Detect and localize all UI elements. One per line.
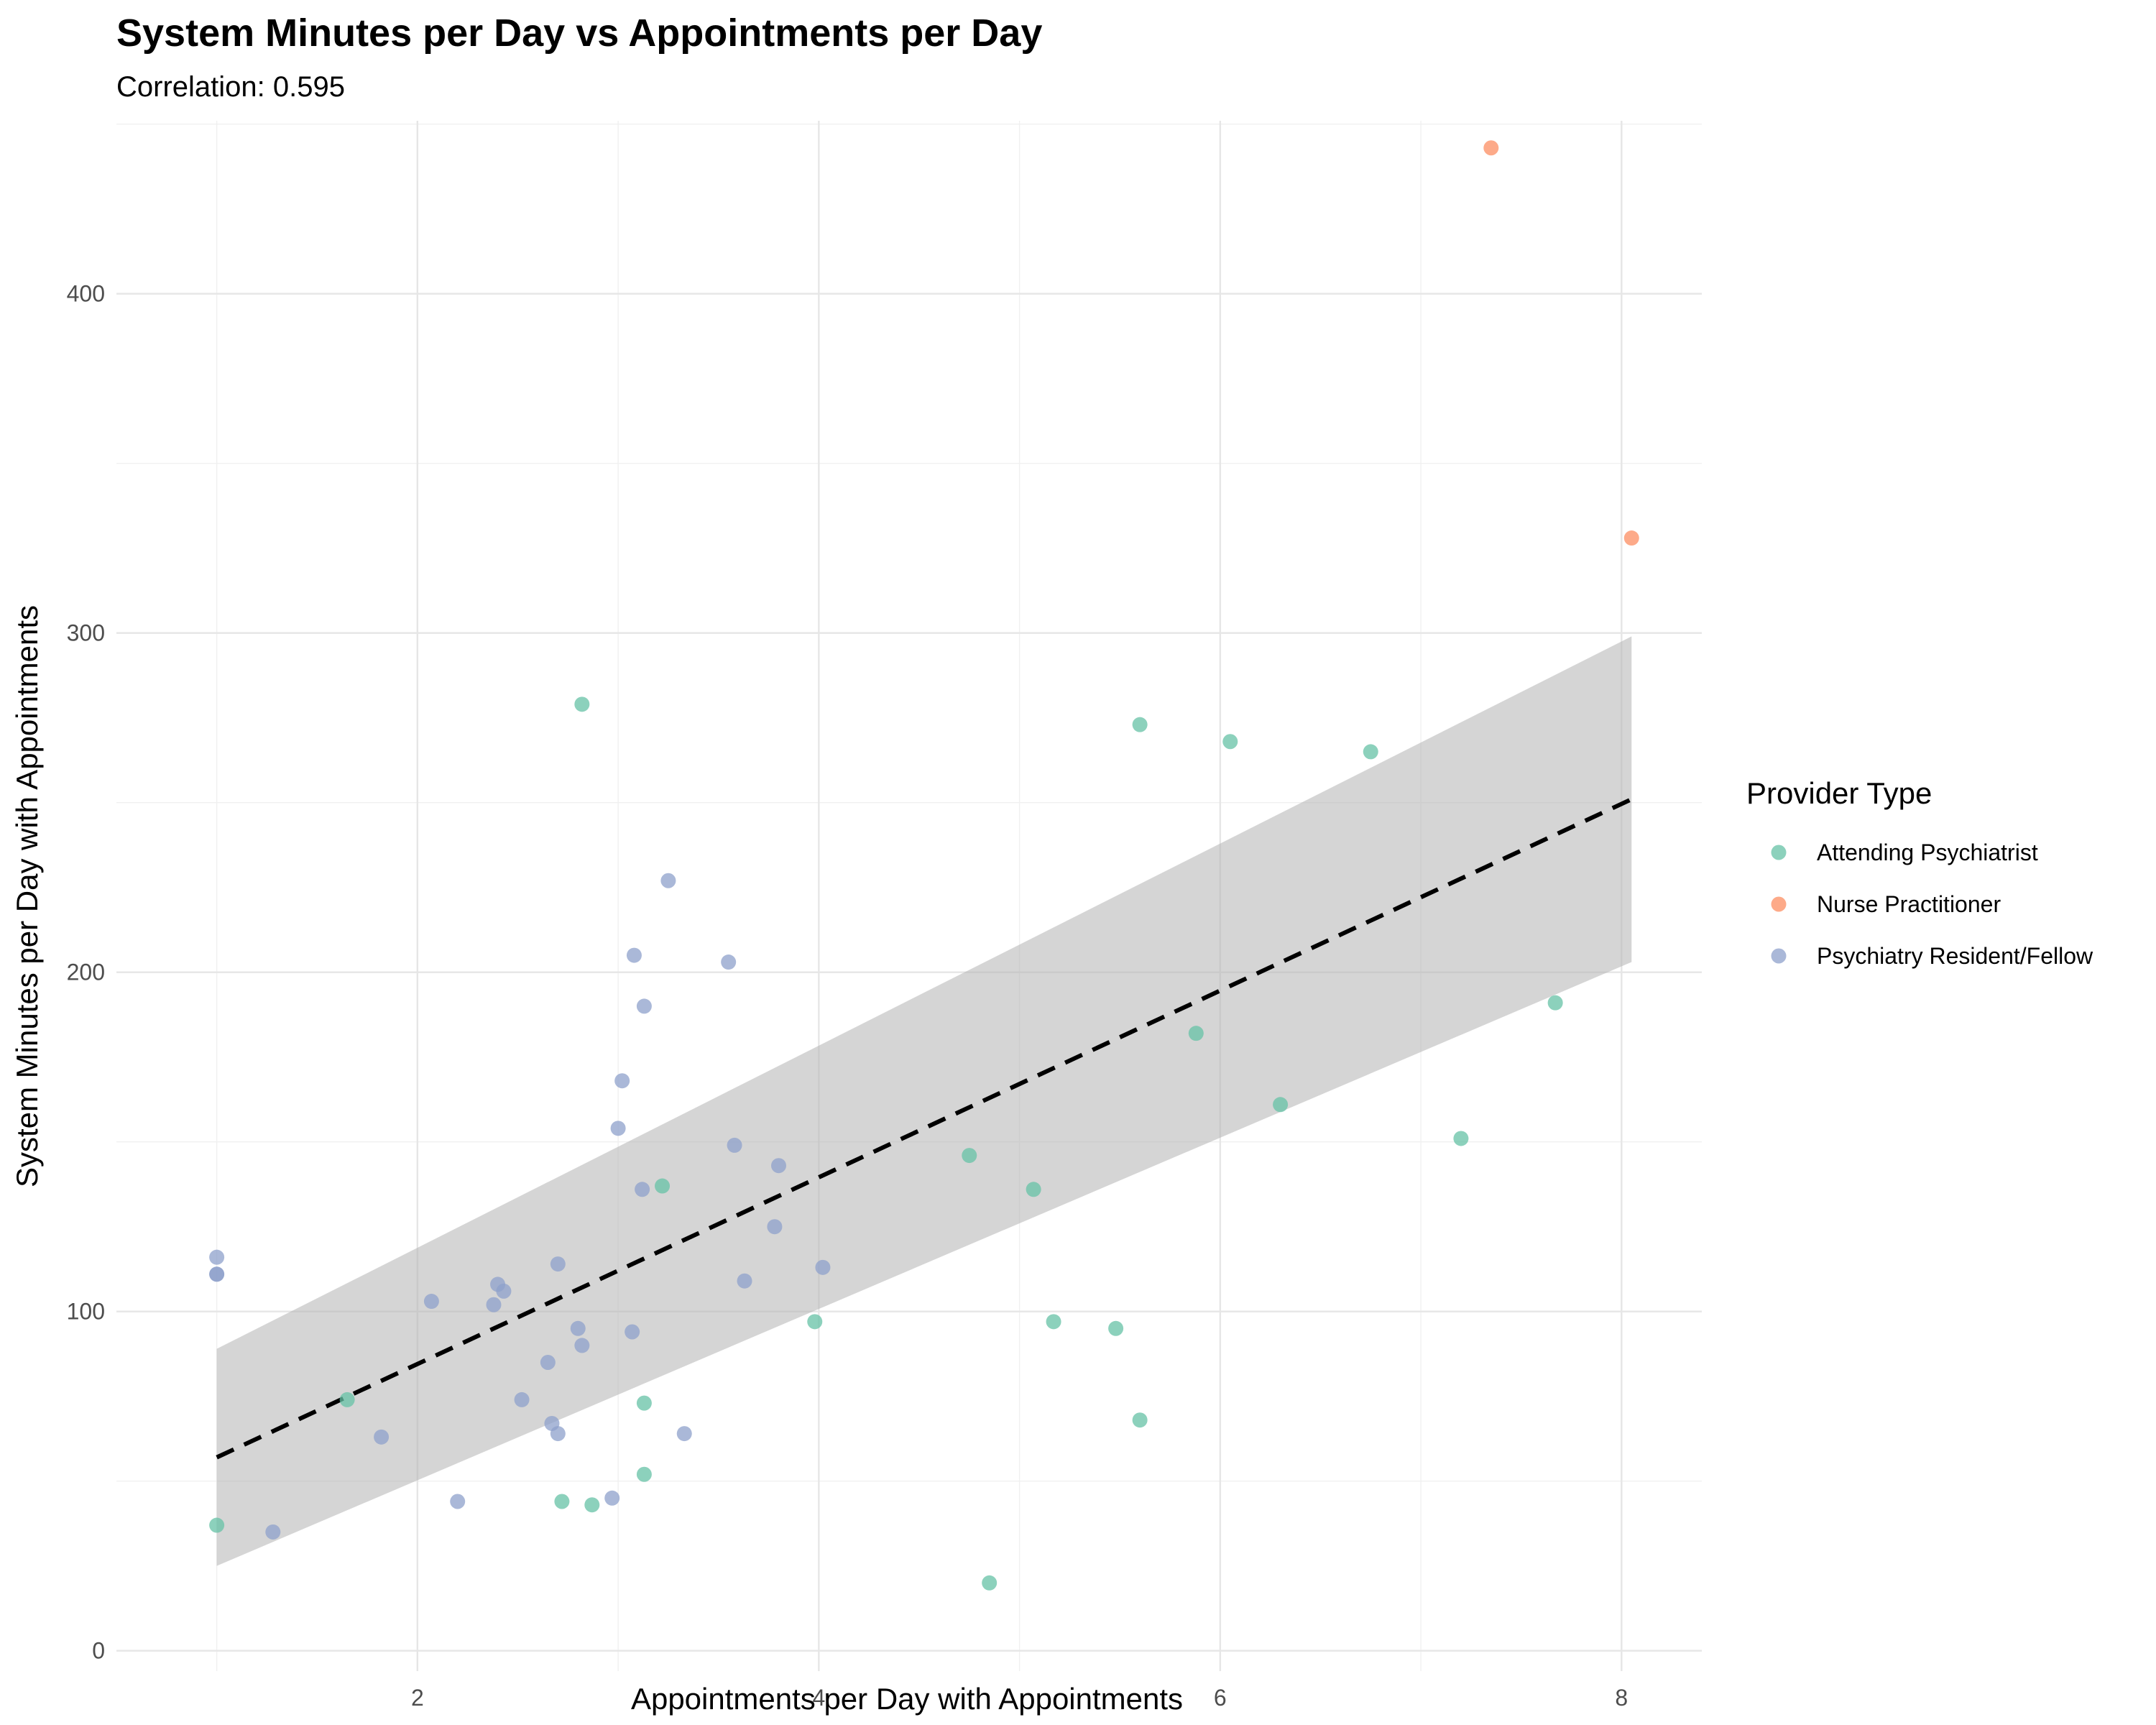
data-point-psychiatry-resident-fellow [767,1219,783,1235]
data-point-psychiatry-resident-fellow [265,1524,281,1540]
y-tick-label: 300 [67,620,105,646]
data-point-psychiatry-resident-fellow [570,1320,586,1336]
legend-label: Nurse Practitioner [1817,891,2001,917]
data-point-psychiatry-resident-fellow [550,1426,566,1442]
x-tick-label: 6 [1214,1685,1227,1711]
data-point-psychiatry-resident-fellow [737,1273,752,1289]
data-point-psychiatry-resident-fellow [450,1494,466,1509]
x-tick-label: 4 [812,1685,825,1711]
data-point-psychiatry-resident-fellow [209,1249,225,1265]
data-point-attending-psychiatrist [584,1497,600,1513]
legend-key [1771,845,1787,860]
data-point-attending-psychiatrist [1188,1026,1204,1041]
legend-title: Provider Type [1746,776,1932,810]
data-point-psychiatry-resident-fellow [610,1121,626,1136]
data-point-attending-psychiatrist [554,1494,570,1509]
data-point-attending-psychiatrist [339,1392,355,1407]
data-point-attending-psychiatrist [1222,734,1238,750]
data-point-psychiatry-resident-fellow [550,1256,566,1272]
y-axis-ticks: 0 100 200 300 400 [67,281,105,1664]
x-axis-title: Appointments per Day with Appointments [631,1682,1183,1716]
trend-line-layer [216,797,1633,1460]
data-point-psychiatry-resident-fellow [496,1283,512,1299]
data-point-attending-psychiatrist [636,1466,652,1482]
data-point-attending-psychiatrist [1363,744,1378,760]
data-point-attending-psychiatrist [574,696,590,712]
data-point-psychiatry-resident-fellow [770,1158,786,1174]
data-point-attending-psychiatrist [1273,1097,1289,1113]
data-point-psychiatry-resident-fellow [676,1426,692,1442]
y-tick-label: 200 [67,960,105,985]
data-point-psychiatry-resident-fellow [727,1137,742,1153]
data-point-attending-psychiatrist [1547,995,1563,1011]
legend-label: Psychiatry Resident/Fellow [1817,943,2093,969]
data-points [209,140,1639,1591]
data-point-attending-psychiatrist [1108,1320,1124,1336]
data-point-attending-psychiatrist [209,1517,225,1533]
data-point-psychiatry-resident-fellow [626,947,642,963]
data-point-nurse-practitioner [1483,140,1499,156]
x-axis-ticks: 2 4 6 8 [411,1685,1628,1711]
x-tick-label: 2 [411,1685,424,1711]
data-point-attending-psychiatrist [962,1148,977,1164]
confidence-band-area [216,636,1632,1566]
legend: Provider Type Attending Psychiatrist Nurs… [1746,776,2093,969]
y-tick-label: 0 [92,1638,105,1664]
data-point-psychiatry-resident-fellow [660,873,676,888]
data-point-psychiatry-resident-fellow [815,1259,831,1275]
trend-line [216,797,1633,1460]
data-point-attending-psychiatrist [655,1178,671,1194]
data-point-psychiatry-resident-fellow [574,1338,590,1353]
data-point-psychiatry-resident-fellow [374,1429,390,1445]
data-point-psychiatry-resident-fellow [423,1294,439,1310]
data-point-psychiatry-resident-fellow [604,1490,620,1506]
legend-items: Attending Psychiatrist Nurse Practitioner… [1771,840,2093,969]
data-point-psychiatry-resident-fellow [486,1297,502,1312]
legend-key [1771,948,1787,964]
chart-subtitle: Correlation: 0.595 [116,71,345,103]
data-point-psychiatry-resident-fellow [540,1354,556,1370]
data-point-attending-psychiatrist [1132,1412,1148,1428]
y-tick-label: 100 [67,1299,105,1325]
y-axis-title: System Minutes per Day with Appointments [10,605,44,1187]
data-point-psychiatry-resident-fellow [721,954,737,970]
data-point-attending-psychiatrist [982,1575,998,1591]
data-point-attending-psychiatrist [636,1395,652,1411]
data-point-attending-psychiatrist [1046,1314,1061,1330]
chart-title: System Minutes per Day vs Appointments p… [116,12,1042,55]
data-point-psychiatry-resident-fellow [625,1324,640,1340]
data-point-attending-psychiatrist [1026,1182,1041,1197]
data-point-psychiatry-resident-fellow [514,1392,530,1407]
data-point-psychiatry-resident-fellow [636,998,652,1014]
data-point-psychiatry-resident-fellow [209,1266,225,1282]
data-point-psychiatry-resident-fellow [614,1073,630,1089]
data-point-psychiatry-resident-fellow [635,1182,650,1197]
legend-key [1771,896,1787,912]
data-point-nurse-practitioner [1623,530,1639,546]
legend-label: Attending Psychiatrist [1817,840,2038,865]
data-point-attending-psychiatrist [807,1314,823,1330]
data-point-attending-psychiatrist [1453,1131,1469,1146]
data-point-attending-psychiatrist [1132,717,1148,732]
confidence-band [216,636,1632,1566]
y-tick-label: 400 [67,281,105,307]
x-tick-label: 8 [1615,1685,1628,1711]
